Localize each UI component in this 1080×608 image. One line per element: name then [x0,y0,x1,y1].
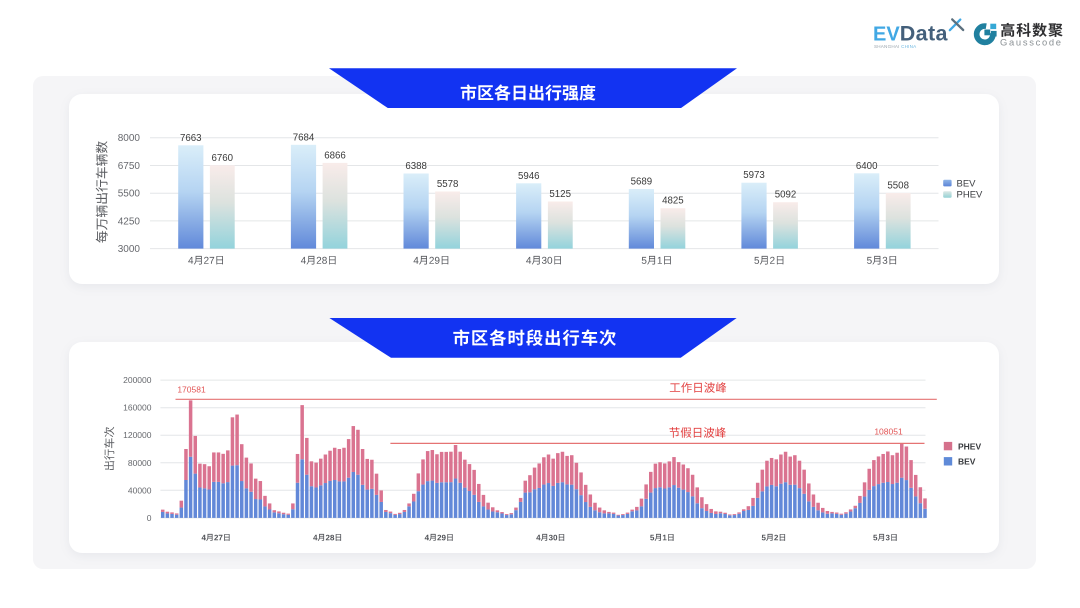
svg-text:4825: 4825 [662,196,684,207]
svg-text:7663: 7663 [180,133,202,144]
svg-text:PHEV: PHEV [958,441,981,451]
svg-text:5092: 5092 [775,190,797,201]
svg-text:6388: 6388 [405,161,427,172]
svg-text:5508: 5508 [887,181,909,192]
svg-text:6750: 6750 [118,161,141,172]
svg-text:EVData: EVData [873,22,949,46]
svg-text:BEV: BEV [958,457,976,467]
svg-text:40000: 40000 [128,485,152,495]
svg-text:5689: 5689 [631,177,653,188]
svg-text:Gausscode: Gausscode [1000,36,1063,47]
svg-text:3000: 3000 [118,244,141,255]
svg-text:5946: 5946 [518,171,540,182]
svg-text:BEV: BEV [957,178,977,189]
svg-text:5125: 5125 [549,189,571,200]
svg-text:7684: 7684 [293,132,315,143]
svg-text:6760: 6760 [212,153,234,164]
svg-text:0: 0 [147,513,152,523]
svg-text:108051: 108051 [874,426,903,436]
svg-text:5973: 5973 [743,170,765,181]
svg-text:8000: 8000 [118,133,141,144]
svg-text:120000: 120000 [123,430,152,440]
svg-text:200000: 200000 [123,375,152,385]
svg-text:4250: 4250 [118,216,141,227]
svg-text:5578: 5578 [437,179,459,190]
svg-text:5500: 5500 [118,189,141,200]
svg-text:6400: 6400 [856,161,878,172]
svg-text:SHANGHAI CHINA: SHANGHAI CHINA [874,44,917,49]
svg-text:PHEV: PHEV [957,190,984,201]
svg-text:170581: 170581 [177,384,206,394]
svg-text:6866: 6866 [324,150,346,161]
svg-text:160000: 160000 [123,403,152,413]
svg-text:80000: 80000 [128,458,152,468]
